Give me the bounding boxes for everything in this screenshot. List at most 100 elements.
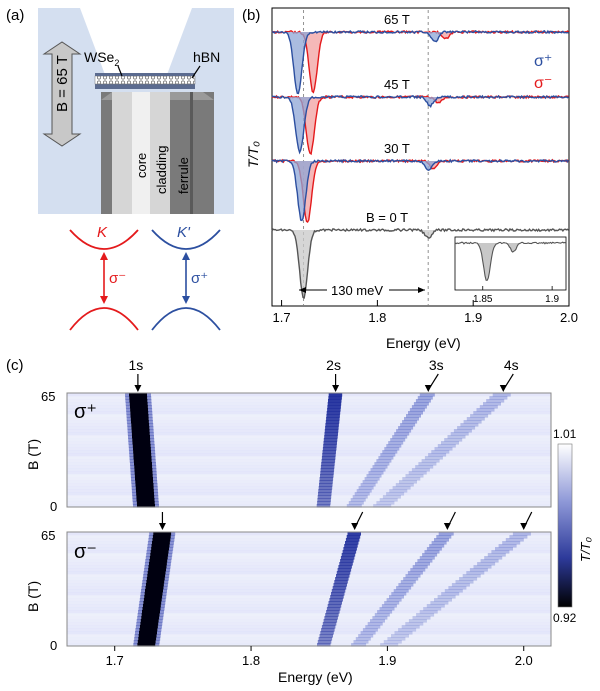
heatmap-line-3s <box>374 462 390 466</box>
heatmap-line-halo <box>148 408 153 412</box>
heatmap-line-2s <box>339 562 353 566</box>
heatmap-line-1s <box>142 604 161 608</box>
inset-fill <box>455 242 566 281</box>
fiber-core-label: core <box>134 153 149 178</box>
heatmap-line-halo <box>143 571 148 575</box>
heatmap-line-halo <box>147 405 152 409</box>
heatmap-line-2s <box>331 589 346 593</box>
heatmap-bg-row <box>67 426 551 430</box>
state-arrowhead-bottom <box>520 523 528 530</box>
heatmap-line-3s <box>419 393 435 397</box>
heatmap-line-3s <box>382 450 398 454</box>
heatmap-bg-row <box>67 474 551 478</box>
heatmap-line-halo <box>153 480 158 484</box>
heatmap-line-halo <box>130 471 135 475</box>
heatmap-bg-row <box>67 447 551 451</box>
heatmap-xlabel: Energy (eV) <box>278 669 353 685</box>
heatmap-line-2s <box>336 574 350 578</box>
heatmap-line-2s <box>329 598 343 602</box>
heatmap-line-2s <box>318 637 333 641</box>
heatmap-line-halo <box>165 574 170 578</box>
heatmap-line-2s <box>345 538 360 542</box>
heatmap-line-4s <box>392 486 411 490</box>
heatmap-line-3s <box>408 411 423 415</box>
heatmap-sigma-plus-frame <box>66 392 552 508</box>
heatmap-line-halo <box>159 613 164 617</box>
colorbar-label: T/T₀ <box>578 537 593 562</box>
heatmap-line-2s <box>322 453 336 457</box>
heatmap-line-2s <box>342 550 357 554</box>
hbn-pointer <box>191 65 201 79</box>
heatmap-line-3s <box>434 538 449 542</box>
heatmap-bg-row <box>67 456 551 460</box>
heatmap-line-1s <box>138 634 157 638</box>
heatmap-bg-row <box>67 453 551 457</box>
heatmap-line-4s <box>495 547 513 551</box>
heatmap-line-halo <box>133 640 138 644</box>
heatmap-bg-row <box>67 577 551 581</box>
heatmap-line-4s <box>418 462 437 466</box>
heatmap-bg-row <box>67 420 551 424</box>
heatmap-line-halo <box>170 535 175 539</box>
heatmap-line-3s <box>384 601 400 605</box>
heatmap-bg-row <box>67 477 551 481</box>
heatmap-line-halo <box>132 501 137 505</box>
heatmap-line-2s <box>327 405 341 409</box>
heatmap-line-halo <box>167 559 172 563</box>
panel-b-xtick-label: 1.8 <box>368 310 386 325</box>
heatmap-xtick-label: 2.0 <box>515 653 533 668</box>
heatmap-line-halo <box>169 547 174 551</box>
heatmap-bg-row <box>67 610 551 614</box>
heatmap-line-1s <box>133 450 152 454</box>
heatmap-line-2s <box>338 565 352 569</box>
heatmap-line-2s <box>346 535 361 539</box>
heatmap-line-halo <box>160 610 164 614</box>
heatmap-line-halo <box>171 532 176 536</box>
fiber-ferrule-label: ferrule <box>176 157 191 194</box>
panel-b-inset: 1.85 1.9 <box>454 236 567 305</box>
heatmap-line-4s <box>453 429 472 433</box>
heatmap-line-3s <box>405 574 421 578</box>
heatmap-line-4s <box>477 562 496 566</box>
heatmap-line-halo <box>130 474 135 478</box>
heatmap-line-1s <box>149 556 168 560</box>
heatmap-line-4s <box>416 613 435 617</box>
panel-b-trace-line <box>271 29 569 95</box>
heatmap-line-4s <box>479 405 498 409</box>
heatmap-bg-row <box>67 622 551 626</box>
heatmap-line-4s <box>441 441 459 445</box>
heatmap-line-2s <box>341 553 356 557</box>
heatmap-bg-row <box>67 604 551 608</box>
heatmap-line-1s <box>136 501 155 505</box>
panel-b-trace-line <box>271 94 570 155</box>
heatmap-line-1s <box>150 550 169 554</box>
heatmap-line-3s <box>424 550 440 554</box>
heatmap-line-halo <box>154 501 159 505</box>
heatmap-line-halo <box>152 474 157 478</box>
heatmap-bg-row <box>67 471 551 475</box>
heatmap-line-1s <box>137 504 155 508</box>
heatmap-line-4s <box>441 592 460 596</box>
heatmap-line-4s <box>447 435 466 439</box>
heatmap-line-4s <box>373 504 392 508</box>
state-arrowhead-top <box>332 385 340 392</box>
heatmap-line-3s <box>388 441 404 445</box>
heatmap-bg-row <box>67 535 551 539</box>
heatmap-bg-row <box>67 498 551 502</box>
heatmap-line-1s <box>140 622 159 626</box>
heatmap-line-halo <box>163 589 167 593</box>
heatmap-line-4s <box>480 559 499 563</box>
fiber-cladding-label: cladding <box>154 146 169 194</box>
heatmap-line-halo <box>129 450 134 454</box>
heatmap-line-3s <box>348 501 364 505</box>
heatmap-line-3s <box>410 568 426 572</box>
heatmap-line-4s <box>421 459 440 463</box>
heatmap-bg-row <box>67 492 551 496</box>
heatmap-line-halo <box>144 562 149 566</box>
heatmap-line-4s <box>434 598 452 602</box>
heatmap-line-halo <box>126 417 131 421</box>
heatmap-line-2s <box>319 477 334 481</box>
valley-k-upper-band <box>69 229 139 250</box>
heatmap-line-4s <box>386 492 405 496</box>
